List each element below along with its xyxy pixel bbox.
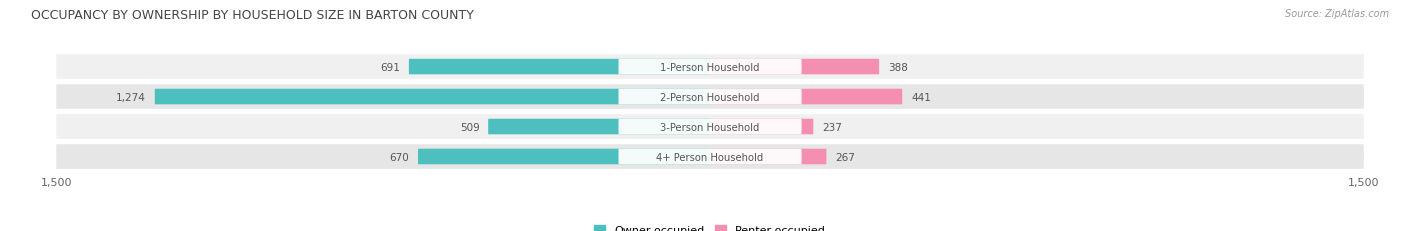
FancyBboxPatch shape (56, 145, 1364, 169)
FancyBboxPatch shape (619, 89, 801, 105)
Text: 4+ Person Household: 4+ Person Household (657, 152, 763, 162)
Legend: Owner-occupied, Renter-occupied: Owner-occupied, Renter-occupied (593, 225, 827, 231)
FancyBboxPatch shape (56, 55, 1364, 79)
Text: 267: 267 (835, 152, 855, 162)
Text: 441: 441 (911, 92, 931, 102)
Text: 1-Person Household: 1-Person Household (661, 62, 759, 72)
FancyBboxPatch shape (418, 149, 710, 165)
FancyBboxPatch shape (619, 119, 801, 135)
Text: 3-Person Household: 3-Person Household (661, 122, 759, 132)
FancyBboxPatch shape (56, 115, 1364, 139)
FancyBboxPatch shape (619, 59, 801, 75)
FancyBboxPatch shape (488, 119, 710, 135)
Text: Source: ZipAtlas.com: Source: ZipAtlas.com (1285, 9, 1389, 19)
FancyBboxPatch shape (710, 89, 903, 105)
Text: 670: 670 (389, 152, 409, 162)
FancyBboxPatch shape (56, 85, 1364, 109)
FancyBboxPatch shape (710, 119, 813, 135)
Text: 388: 388 (887, 62, 908, 72)
Text: 2-Person Household: 2-Person Household (661, 92, 759, 102)
FancyBboxPatch shape (710, 149, 827, 165)
FancyBboxPatch shape (619, 149, 801, 165)
FancyBboxPatch shape (409, 59, 710, 75)
Text: 691: 691 (380, 62, 401, 72)
Text: 237: 237 (823, 122, 842, 132)
Text: 509: 509 (460, 122, 479, 132)
FancyBboxPatch shape (155, 89, 710, 105)
Text: 1,274: 1,274 (117, 92, 146, 102)
Text: OCCUPANCY BY OWNERSHIP BY HOUSEHOLD SIZE IN BARTON COUNTY: OCCUPANCY BY OWNERSHIP BY HOUSEHOLD SIZE… (31, 9, 474, 22)
FancyBboxPatch shape (710, 59, 879, 75)
